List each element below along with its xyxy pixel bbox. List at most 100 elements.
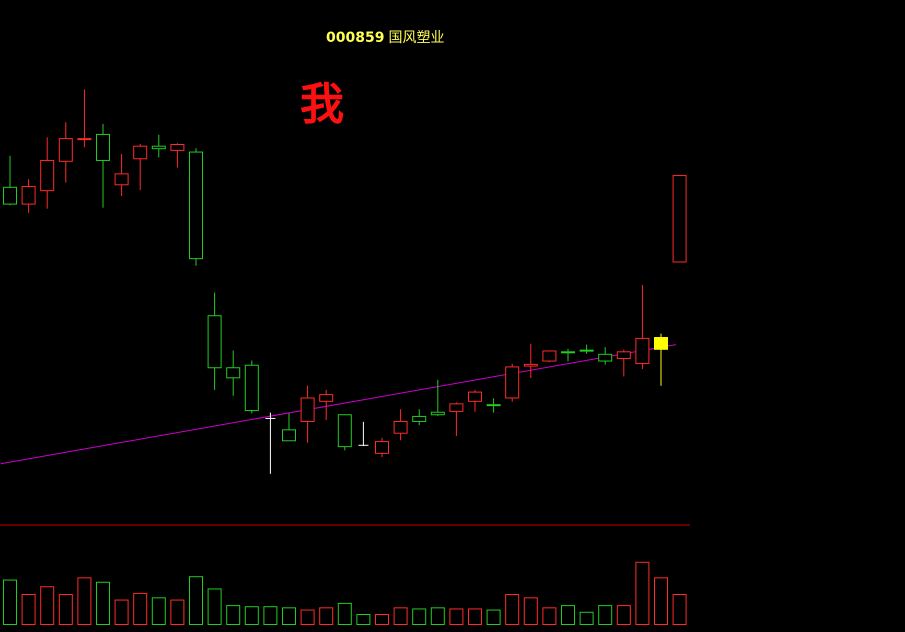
volume-bar bbox=[616, 605, 631, 625]
candle bbox=[189, 148, 203, 266]
volume-bar bbox=[561, 605, 575, 625]
volume-bar bbox=[486, 609, 501, 625]
volume-bar bbox=[207, 588, 222, 626]
candle bbox=[244, 360, 259, 414]
candle-body bbox=[393, 420, 408, 434]
candle-body bbox=[114, 173, 129, 186]
candle-body bbox=[77, 138, 92, 141]
candle bbox=[430, 379, 445, 416]
volume-bar bbox=[672, 594, 687, 625]
candle-body bbox=[542, 350, 557, 362]
volume-bar bbox=[356, 614, 371, 625]
candle-body bbox=[579, 349, 594, 352]
trendline bbox=[0, 344, 676, 465]
trendline-layer bbox=[0, 344, 676, 465]
candle bbox=[523, 343, 538, 379]
candle bbox=[672, 175, 687, 263]
candle-body bbox=[505, 366, 520, 399]
volume-bar bbox=[170, 599, 185, 625]
volume-bar bbox=[189, 576, 203, 626]
volume-bar bbox=[282, 607, 296, 625]
candle bbox=[282, 413, 296, 442]
candle-body bbox=[282, 429, 296, 442]
candle bbox=[265, 412, 276, 474]
candle-body bbox=[449, 403, 464, 412]
candle-body bbox=[151, 145, 166, 150]
volume-bar bbox=[598, 605, 613, 625]
candle-body bbox=[3, 186, 17, 205]
candle bbox=[300, 385, 315, 443]
candle bbox=[635, 285, 650, 369]
candle bbox=[393, 409, 408, 441]
volume-bar bbox=[542, 607, 557, 625]
candle bbox=[58, 122, 73, 183]
candle-body bbox=[244, 364, 259, 412]
candle bbox=[412, 409, 427, 426]
volume-layer bbox=[3, 561, 687, 626]
volume-bar bbox=[393, 607, 408, 625]
volume-bar bbox=[114, 599, 129, 625]
candle bbox=[133, 144, 148, 191]
candle-body bbox=[96, 133, 110, 161]
candle bbox=[616, 349, 631, 377]
candle-body bbox=[319, 394, 334, 402]
candle-body bbox=[523, 363, 538, 367]
stock-code: 000859 bbox=[326, 30, 385, 46]
candle bbox=[151, 134, 166, 158]
candle-body bbox=[300, 397, 315, 422]
candle-body bbox=[189, 151, 203, 260]
volume-bar bbox=[523, 597, 538, 625]
candle-body bbox=[207, 315, 222, 369]
candle bbox=[3, 155, 17, 206]
candle bbox=[207, 292, 222, 390]
stock-name: 国风塑业 bbox=[388, 30, 445, 46]
candle-body bbox=[561, 351, 575, 354]
annotation-mark: 我 bbox=[300, 79, 344, 130]
candle bbox=[96, 123, 110, 208]
candle-body bbox=[672, 175, 687, 263]
candle-body bbox=[337, 414, 352, 448]
volume-bar bbox=[133, 592, 148, 626]
candle-body bbox=[21, 185, 36, 205]
candle bbox=[77, 89, 92, 148]
candle-body bbox=[58, 138, 73, 162]
volume-bar bbox=[468, 608, 482, 626]
candle bbox=[505, 363, 520, 402]
candle bbox=[375, 437, 389, 458]
candle bbox=[542, 350, 557, 363]
candle-body bbox=[170, 144, 185, 151]
candle-body bbox=[486, 404, 501, 407]
candles-layer bbox=[3, 89, 687, 474]
candle bbox=[226, 350, 241, 396]
volume-bar bbox=[226, 605, 241, 625]
volume-bar bbox=[40, 586, 55, 626]
volume-bar bbox=[430, 607, 445, 625]
volume-bar bbox=[505, 594, 520, 625]
candle bbox=[598, 347, 613, 365]
candle-body bbox=[654, 337, 668, 350]
candle-body bbox=[635, 337, 650, 365]
volume-bar bbox=[635, 561, 650, 625]
candle bbox=[114, 154, 129, 197]
volume-bar bbox=[319, 607, 334, 625]
volume-bar bbox=[244, 606, 259, 626]
volume-bar bbox=[263, 606, 278, 626]
candle-body bbox=[412, 415, 427, 422]
candle bbox=[358, 421, 369, 447]
candle-body bbox=[40, 159, 55, 192]
candle-body bbox=[616, 351, 631, 360]
candle bbox=[319, 389, 334, 421]
candle bbox=[21, 179, 36, 213]
volume-bar bbox=[337, 602, 352, 626]
volume-bar bbox=[3, 579, 17, 625]
candle bbox=[40, 137, 55, 209]
volume-bar bbox=[449, 608, 464, 626]
volume-bar bbox=[96, 581, 110, 625]
candle bbox=[579, 344, 594, 354]
candle bbox=[449, 402, 464, 437]
candle bbox=[486, 398, 501, 413]
volume-bar bbox=[412, 608, 427, 626]
candle bbox=[654, 333, 668, 386]
volume-bar bbox=[375, 614, 389, 625]
